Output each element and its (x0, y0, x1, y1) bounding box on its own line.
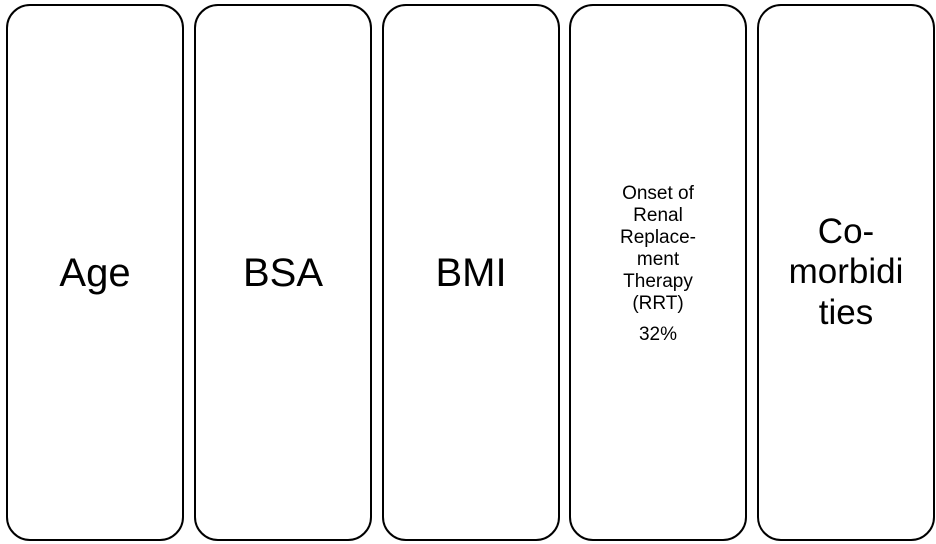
bsa-panel: BSA (194, 4, 372, 541)
rrt-label: Onset of Renal Replace- ment Therapy (RR… (619, 183, 697, 314)
bmi-panel: BMI (382, 4, 560, 541)
age-panel: Age (6, 4, 184, 541)
rrt-content: Onset of Renal Replace- ment Therapy (RR… (598, 183, 718, 345)
age-label: Age (59, 250, 131, 295)
rrt-panel: Onset of Renal Replace- ment Therapy (RR… (569, 4, 747, 541)
bsa-label: BSA (242, 250, 324, 295)
comorbidities-panel: Co- morbidi ties (757, 4, 935, 541)
bmi-label: BMI (435, 250, 507, 295)
comorbidities-label: Co- morbidi ties (788, 212, 904, 332)
rrt-value: 32% (638, 323, 678, 345)
